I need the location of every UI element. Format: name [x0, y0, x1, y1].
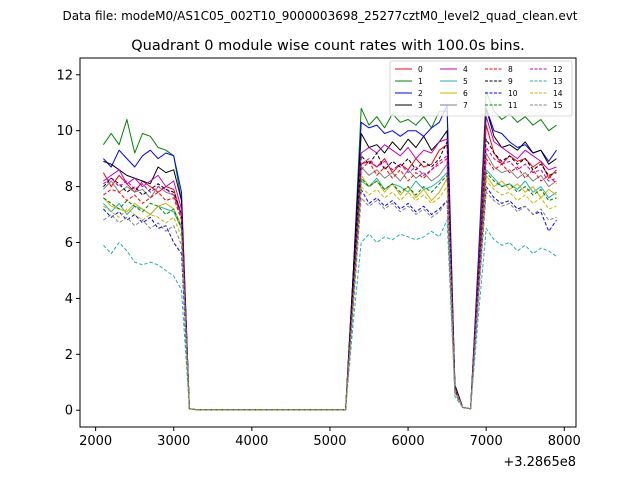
legend-label-3: 3	[418, 101, 423, 110]
x-tick-label: 6000	[392, 434, 425, 449]
chart-title: Quadrant 0 module wise count rates with …	[131, 38, 525, 54]
legend-box	[389, 60, 573, 117]
x-tick-label: 2000	[79, 434, 112, 449]
series-layer	[102, 91, 557, 411]
legend-label-8: 8	[508, 65, 513, 74]
y-axis: 0 2 4 6 8 10 12	[56, 68, 80, 419]
legend-label-7: 7	[463, 101, 468, 110]
suptitle: Data file: modeM0/AS1C05_002T10_90000036…	[62, 9, 577, 23]
legend-label-12: 12	[553, 65, 563, 74]
legend-label-5: 5	[463, 77, 468, 86]
legend-label-9: 9	[508, 77, 513, 86]
plot-area	[80, 58, 576, 427]
x-tick-label: 3000	[157, 434, 190, 449]
x-tick-label: 8000	[548, 434, 581, 449]
y-tick-label: 4	[65, 292, 73, 307]
y-tick-label: 10	[56, 124, 73, 139]
y-tick-label: 0	[65, 404, 73, 419]
legend-label-10: 10	[508, 89, 518, 98]
legend-label-11: 11	[508, 101, 518, 110]
series-line-11	[103, 172, 557, 411]
x-tick-label: 5000	[313, 434, 346, 449]
y-tick-label: 12	[56, 68, 73, 83]
series-line-15	[103, 191, 557, 411]
x-offset-label: +3.2865e8	[503, 455, 576, 470]
x-tick-label: 4000	[235, 434, 268, 449]
legend-label-0: 0	[418, 65, 423, 74]
legend-label-13: 13	[553, 77, 563, 86]
y-tick-label: 2	[65, 348, 73, 363]
y-tick-label: 8	[65, 180, 73, 195]
legend-label-2: 2	[418, 89, 423, 98]
legend-label-15: 15	[553, 101, 563, 110]
y-tick-label: 6	[65, 236, 73, 251]
x-tick-label: 7000	[470, 434, 503, 449]
legend-label-6: 6	[463, 89, 468, 98]
legend-label-1: 1	[418, 77, 423, 86]
series-line-9	[103, 138, 557, 411]
x-axis: 2000 3000 4000 5000 6000 7000 8000	[79, 427, 581, 449]
legend-label-4: 4	[463, 65, 468, 74]
legend-label-14: 14	[553, 89, 563, 98]
